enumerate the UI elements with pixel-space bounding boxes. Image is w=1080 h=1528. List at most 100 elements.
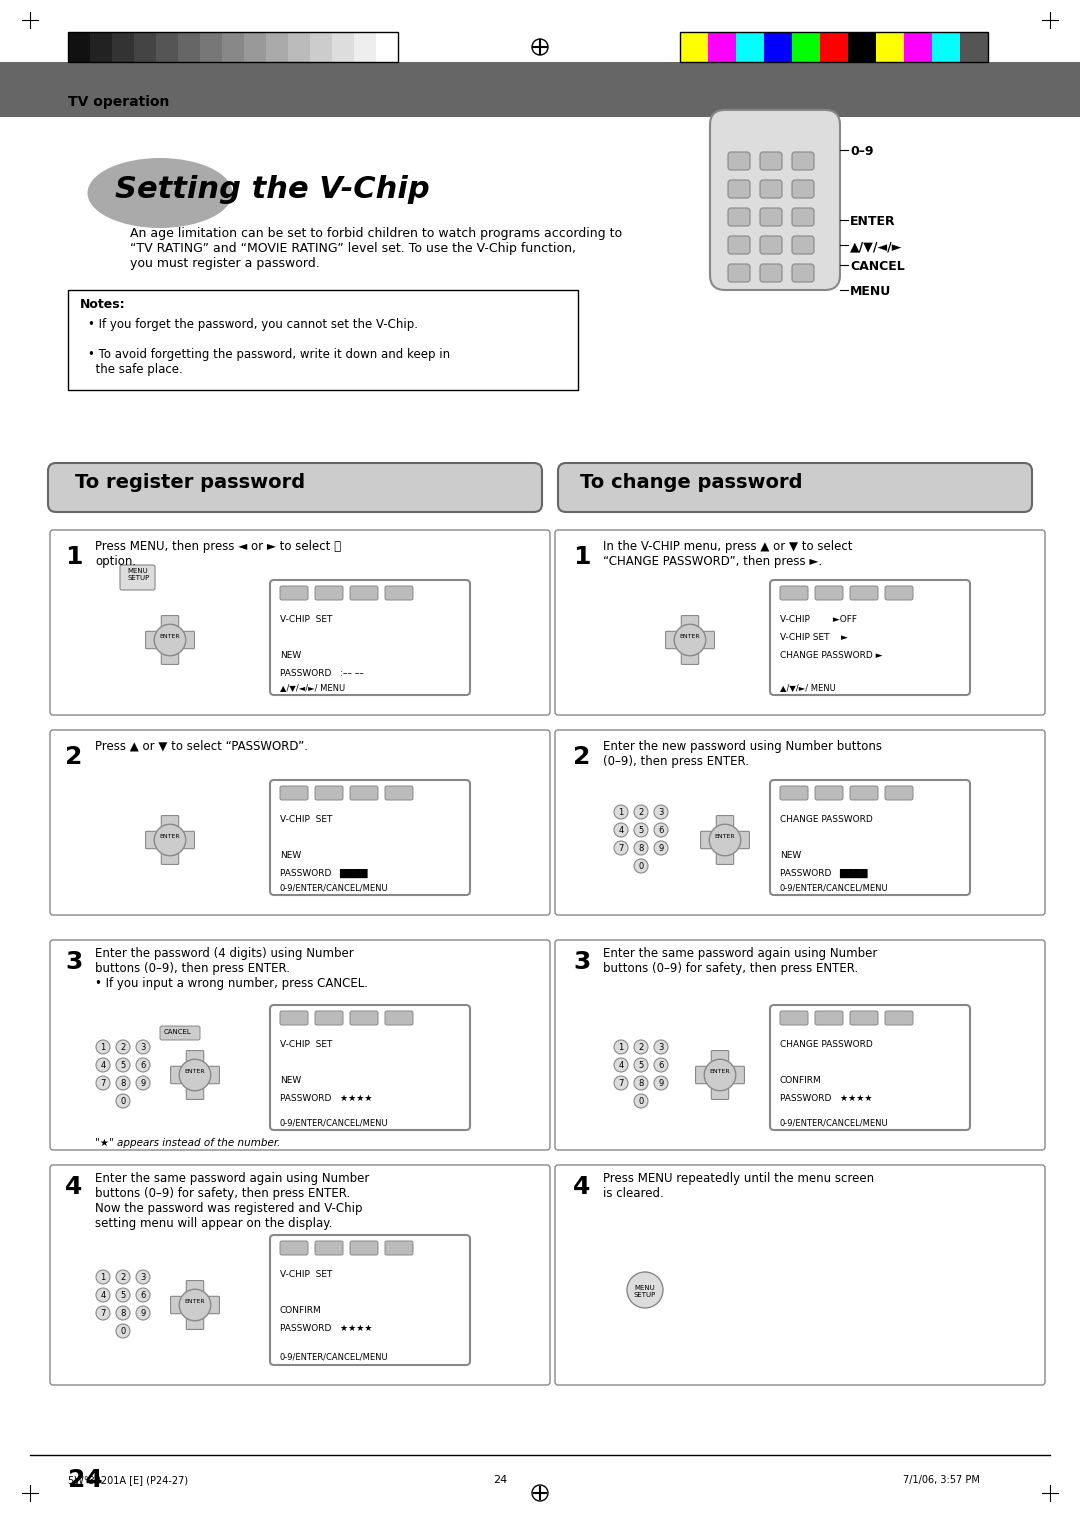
- FancyBboxPatch shape: [850, 587, 878, 601]
- Circle shape: [179, 1059, 211, 1091]
- Circle shape: [154, 625, 186, 656]
- FancyBboxPatch shape: [555, 730, 1045, 915]
- FancyBboxPatch shape: [350, 1012, 378, 1025]
- FancyBboxPatch shape: [48, 463, 542, 512]
- Circle shape: [136, 1306, 150, 1320]
- Text: 3: 3: [140, 1273, 146, 1282]
- Bar: [792, 32, 820, 63]
- Circle shape: [116, 1094, 130, 1108]
- Bar: [310, 32, 332, 63]
- Text: 5: 5: [120, 1291, 125, 1300]
- FancyBboxPatch shape: [792, 180, 814, 199]
- Circle shape: [615, 824, 627, 837]
- Text: 8: 8: [638, 843, 644, 853]
- FancyBboxPatch shape: [280, 1241, 308, 1254]
- Text: ENTER: ENTER: [185, 1299, 205, 1303]
- Text: 3: 3: [659, 808, 664, 817]
- Text: ENTER: ENTER: [850, 215, 895, 228]
- Circle shape: [654, 824, 669, 837]
- Ellipse shape: [87, 157, 232, 228]
- Text: 0-9/ENTER/CANCEL/MENU: 0-9/ENTER/CANCEL/MENU: [280, 1118, 389, 1128]
- Text: V-CHIP  SET: V-CHIP SET: [280, 1041, 333, 1050]
- Text: ▲/▼/►/ MENU: ▲/▼/►/ MENU: [780, 683, 836, 692]
- FancyBboxPatch shape: [384, 587, 413, 601]
- Text: 2: 2: [573, 746, 591, 769]
- Circle shape: [634, 1041, 648, 1054]
- Bar: [764, 32, 792, 63]
- FancyBboxPatch shape: [815, 587, 843, 601]
- Text: 2: 2: [638, 1044, 644, 1051]
- FancyBboxPatch shape: [885, 587, 913, 601]
- FancyBboxPatch shape: [177, 831, 194, 848]
- FancyBboxPatch shape: [885, 785, 913, 801]
- Circle shape: [96, 1288, 110, 1302]
- Circle shape: [136, 1076, 150, 1089]
- Bar: [960, 32, 988, 63]
- Text: 7: 7: [619, 843, 623, 853]
- FancyBboxPatch shape: [780, 587, 808, 601]
- Text: CHANGE PASSWORD: CHANGE PASSWORD: [780, 814, 873, 824]
- Text: V-CHIP        ►OFF: V-CHIP ►OFF: [780, 614, 858, 623]
- Text: ENTER: ENTER: [185, 1070, 205, 1074]
- Text: 0: 0: [120, 1097, 125, 1106]
- Bar: [376, 32, 399, 63]
- Bar: [332, 32, 354, 63]
- Bar: [68, 290, 578, 390]
- FancyBboxPatch shape: [187, 1280, 204, 1297]
- Circle shape: [674, 625, 705, 656]
- Bar: [708, 32, 735, 63]
- Text: 6: 6: [140, 1060, 146, 1070]
- FancyBboxPatch shape: [792, 264, 814, 283]
- Text: CANCEL: CANCEL: [164, 1028, 192, 1034]
- Circle shape: [96, 1076, 110, 1089]
- FancyBboxPatch shape: [160, 1025, 200, 1041]
- Text: 3: 3: [659, 1044, 664, 1051]
- Text: MENU: MENU: [850, 286, 891, 298]
- Text: 9: 9: [140, 1309, 146, 1319]
- Text: 3: 3: [573, 950, 591, 973]
- FancyBboxPatch shape: [350, 785, 378, 801]
- Bar: [354, 32, 376, 63]
- Bar: [904, 32, 932, 63]
- Text: Enter the password (4 digits) using Number
buttons (0–9), then press ENTER.
• If: Enter the password (4 digits) using Numb…: [95, 947, 368, 990]
- Text: An age limitation can be set to forbid children to watch programs according to
“: An age limitation can be set to forbid c…: [130, 228, 622, 270]
- Text: 2: 2: [120, 1044, 125, 1051]
- Text: NEW: NEW: [780, 851, 801, 860]
- FancyBboxPatch shape: [384, 1241, 413, 1254]
- Circle shape: [136, 1288, 150, 1302]
- Text: V-CHIP SET    ►: V-CHIP SET ►: [780, 633, 848, 642]
- Text: 4: 4: [573, 1175, 591, 1199]
- Text: • To avoid forgetting the password, write it down and keep in
  the safe place.: • To avoid forgetting the password, writ…: [87, 348, 450, 376]
- Text: ENTER: ENTER: [715, 834, 735, 839]
- FancyBboxPatch shape: [315, 1012, 343, 1025]
- Circle shape: [634, 840, 648, 856]
- Text: CONFIRM: CONFIRM: [280, 1306, 322, 1316]
- FancyBboxPatch shape: [760, 235, 782, 254]
- Text: 0: 0: [638, 862, 644, 871]
- Text: 3: 3: [140, 1044, 146, 1051]
- Text: 0–9: 0–9: [850, 145, 874, 157]
- Text: 0-9/ENTER/CANCEL/MENU: 0-9/ENTER/CANCEL/MENU: [280, 1352, 389, 1361]
- Text: 3: 3: [65, 950, 82, 973]
- Text: 0-9/ENTER/CANCEL/MENU: 0-9/ENTER/CANCEL/MENU: [780, 1118, 889, 1128]
- Circle shape: [634, 859, 648, 872]
- Circle shape: [179, 1290, 211, 1320]
- FancyBboxPatch shape: [716, 847, 733, 865]
- Circle shape: [710, 824, 741, 856]
- FancyBboxPatch shape: [315, 1241, 343, 1254]
- Text: 4: 4: [619, 1060, 623, 1070]
- FancyBboxPatch shape: [270, 1005, 470, 1131]
- FancyBboxPatch shape: [350, 1241, 378, 1254]
- FancyBboxPatch shape: [792, 151, 814, 170]
- FancyBboxPatch shape: [815, 785, 843, 801]
- Text: ENTER: ENTER: [160, 834, 180, 839]
- Circle shape: [634, 1094, 648, 1108]
- Circle shape: [615, 1057, 627, 1073]
- Circle shape: [634, 1076, 648, 1089]
- Circle shape: [615, 1041, 627, 1054]
- Bar: [200, 32, 222, 63]
- FancyBboxPatch shape: [50, 940, 550, 1151]
- Circle shape: [116, 1076, 130, 1089]
- Text: TV operation: TV operation: [68, 95, 170, 108]
- Text: NEW: NEW: [280, 1076, 301, 1085]
